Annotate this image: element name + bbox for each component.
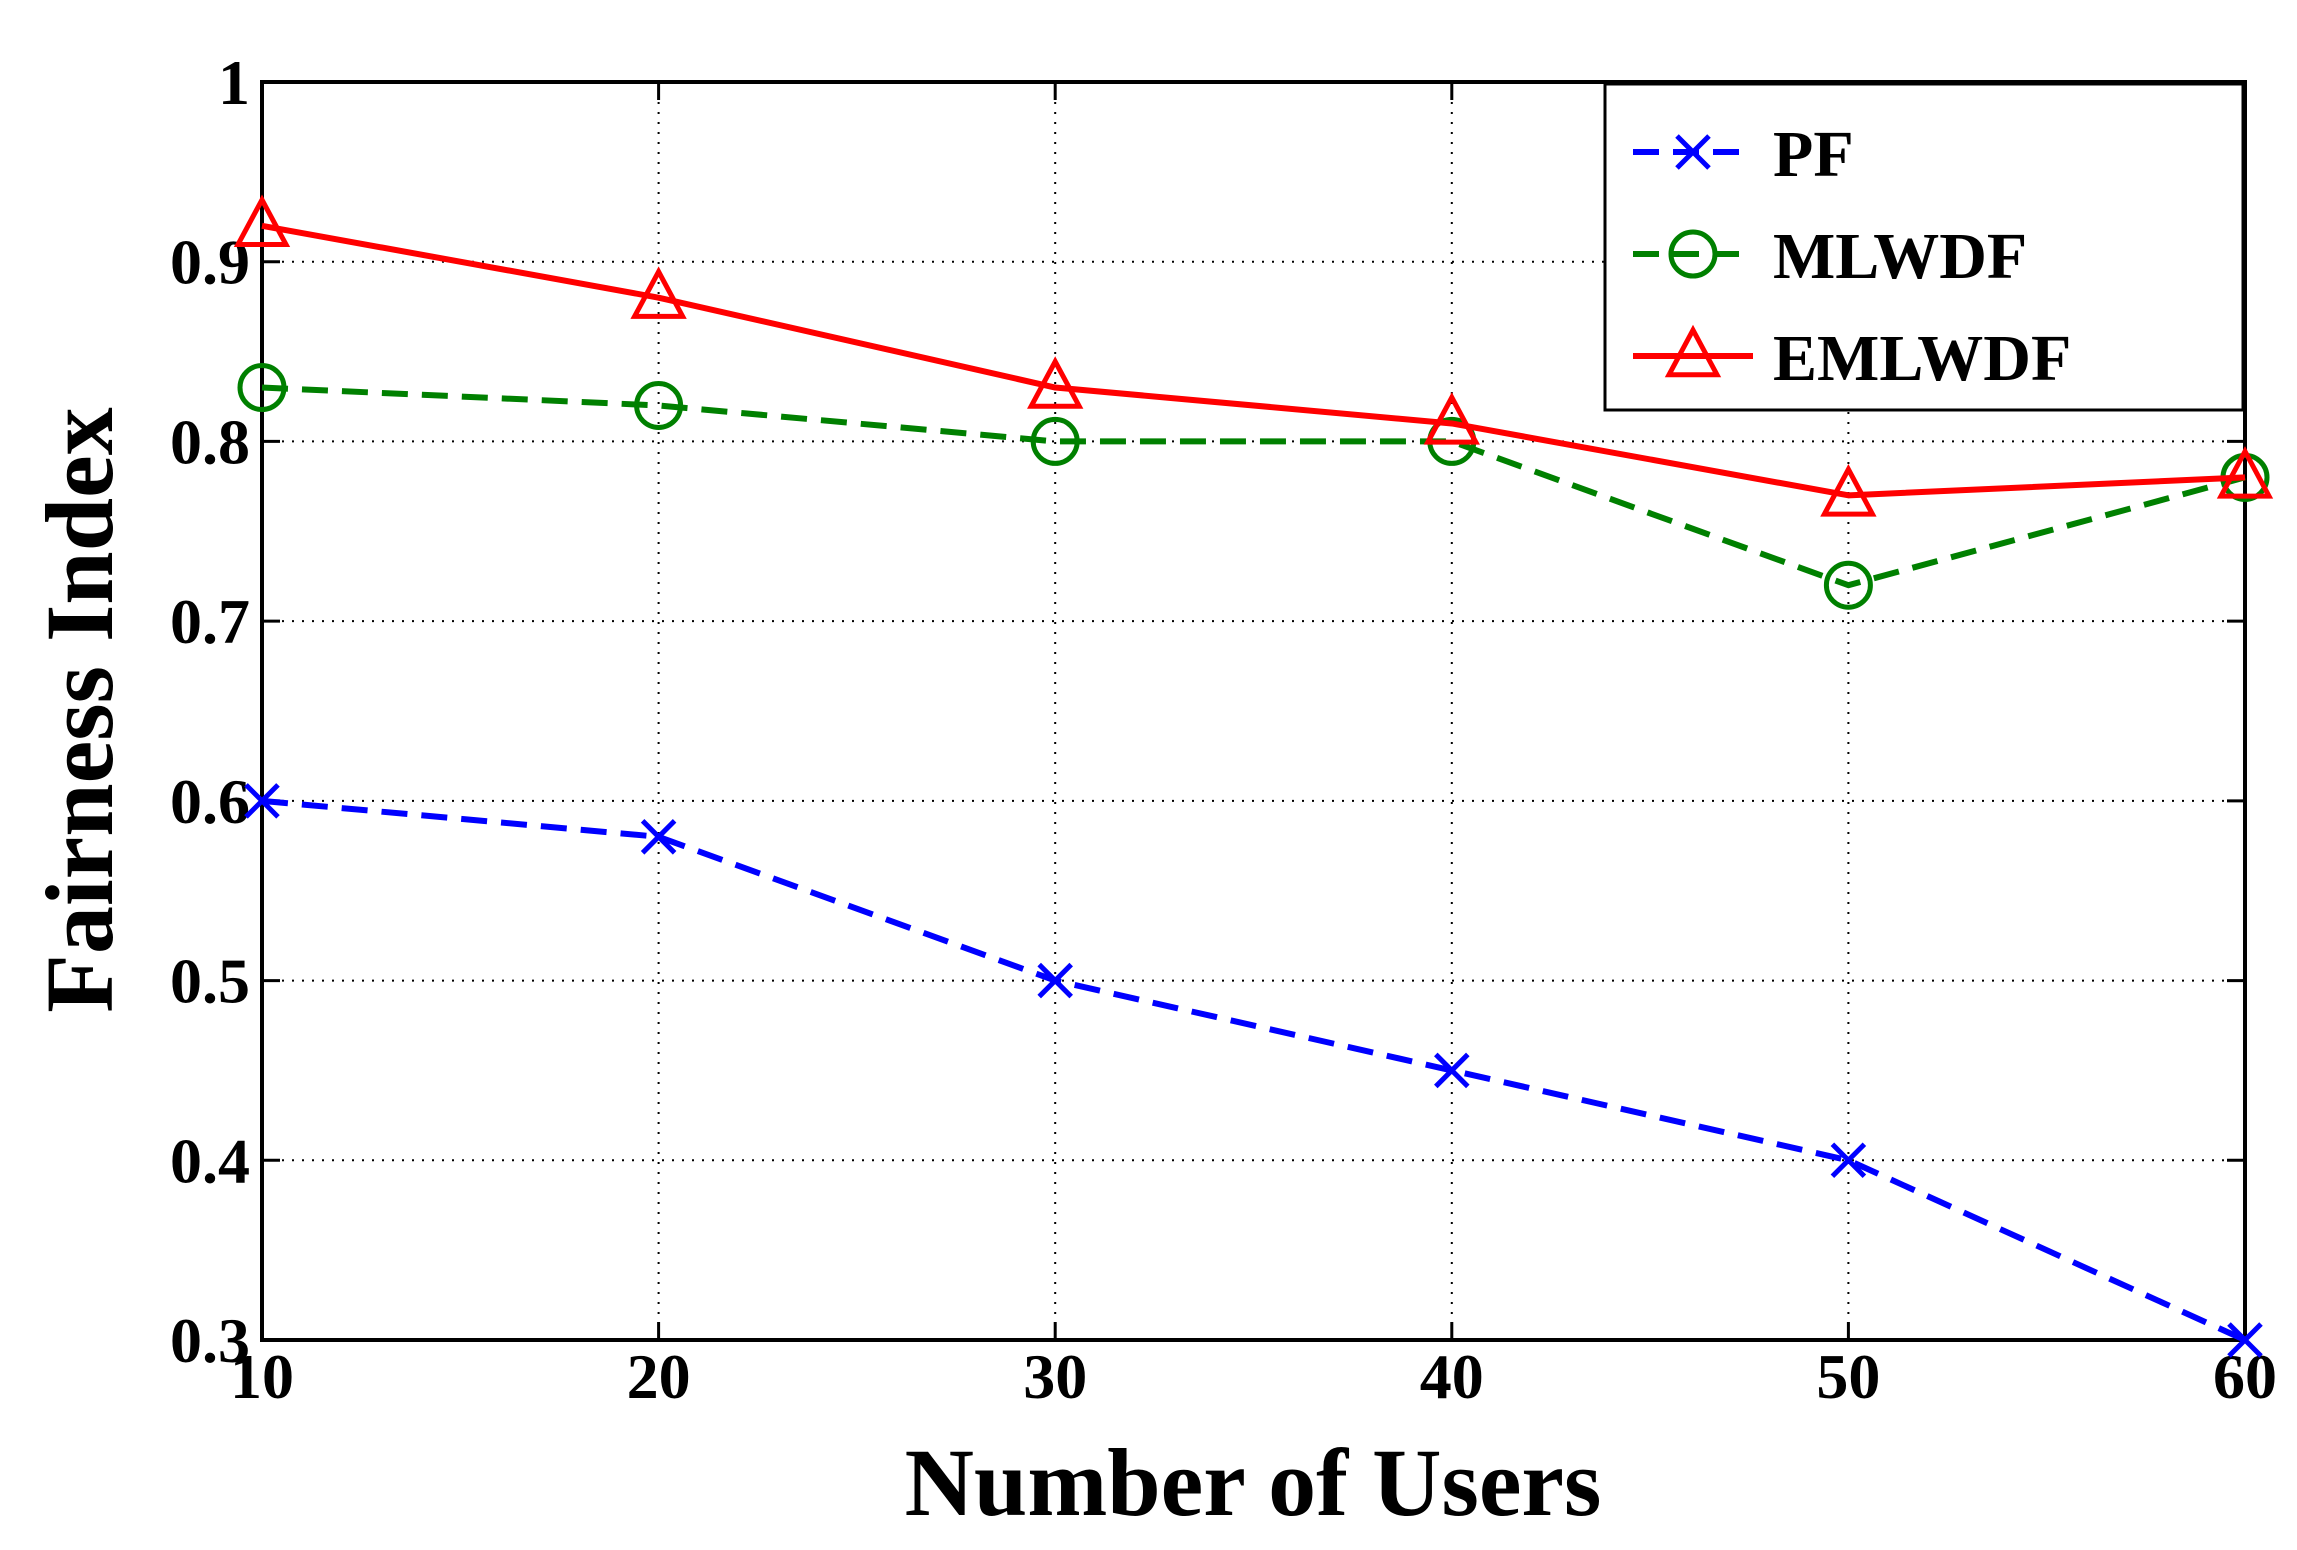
data-point-emlwdf (1423, 392, 1480, 445)
y-axis-title: Fairness Index (26, 407, 133, 1012)
data-point-emlwdf (2216, 446, 2274, 499)
legend-marker-pf (1675, 134, 1711, 170)
y-tick-label: 0.8 (170, 406, 250, 477)
grid-lines (262, 82, 2245, 1340)
x-tick-label: 50 (1816, 1341, 1880, 1412)
y-tick-label: 1 (218, 47, 250, 118)
data-point-pf (640, 819, 677, 855)
series-line-emlwdf (261, 222, 2246, 499)
data-point-emlwdf (1820, 464, 1877, 517)
plot-frame (260, 80, 2247, 1342)
data-point-pf (1830, 1142, 1867, 1179)
x-tick-labels: 10 20 30 40 50 60 (230, 1341, 2277, 1412)
data-point-mlwdf (237, 363, 287, 413)
data-point-mlwdf (1030, 416, 1080, 466)
data-point-pf (244, 783, 280, 819)
data-point-mlwdf (1823, 560, 1873, 610)
x-tick-label: 60 (2213, 1341, 2277, 1412)
series-line-mlwdf (261, 384, 2246, 589)
legend-marker-mlwdf (1668, 229, 1718, 279)
data-point-pf (2227, 1322, 2263, 1358)
legend-marker-emlwdf (1664, 324, 1722, 378)
legend-item-pf: PF (1633, 118, 1854, 191)
data-point-mlwdf (634, 380, 684, 430)
series-pf (244, 783, 2263, 1358)
x-axis-title: Number of Users (905, 1429, 1602, 1536)
x-tick-label: 10 (230, 1341, 294, 1412)
legend-label-pf: PF (1773, 118, 1854, 191)
y-tick-label: 0.5 (170, 946, 250, 1017)
legend-label-mlwdf: MLWDF (1773, 220, 2027, 293)
data-point-emlwdf (233, 194, 291, 247)
y-tick-label: 0.6 (170, 766, 250, 837)
data-point-pf (1434, 1052, 1470, 1089)
legend-item-emlwdf: EMLWDF (1633, 322, 2071, 395)
series-emlwdf (233, 194, 2274, 517)
axes (260, 80, 2247, 1342)
legend: PF MLWDF EMLWDF (1603, 82, 2245, 412)
y-tick-label: 0.7 (170, 586, 250, 657)
series-line-pf (261, 797, 2247, 1343)
y-tick-label: 0.4 (170, 1125, 250, 1196)
x-tick-label: 40 (1420, 1341, 1484, 1412)
x-tick-label: 20 (627, 1341, 691, 1412)
data-point-emlwdf (630, 266, 687, 319)
legend-item-mlwdf: MLWDF (1633, 220, 2027, 293)
data-point-emlwdf (1027, 356, 1084, 409)
y-tick-labels: 0.3 0.4 0.5 0.6 0.7 0.8 0.9 1 (170, 47, 250, 1376)
x-tick-label: 30 (1023, 1341, 1087, 1412)
data-series (233, 194, 2274, 1358)
data-point-pf (1037, 962, 1073, 999)
y-tick-label: 0.3 (170, 1305, 250, 1376)
legend-label-emlwdf: EMLWDF (1773, 322, 2071, 395)
y-tick-label: 0.9 (170, 227, 250, 298)
